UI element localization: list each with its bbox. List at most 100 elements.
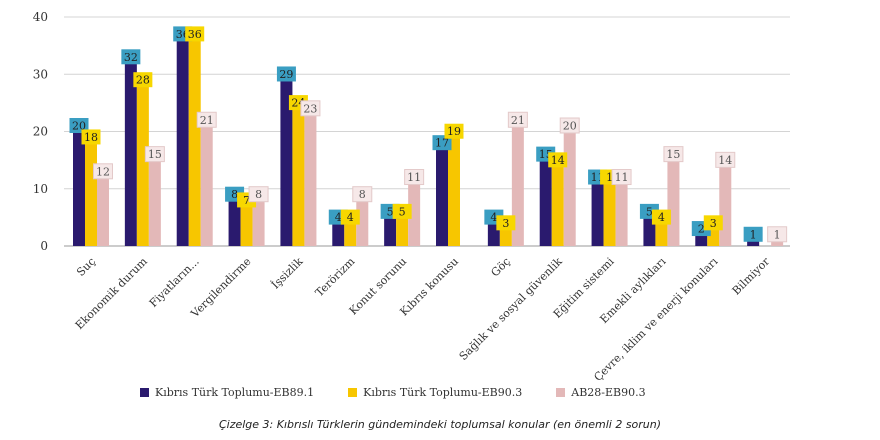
data-label-box	[392, 203, 412, 219]
data-label: 2	[698, 223, 705, 236]
data-label: 20	[72, 120, 86, 133]
data-label: 5	[399, 205, 406, 218]
bar	[436, 148, 448, 246]
data-label: 17	[435, 137, 449, 150]
data-label: 32	[124, 51, 138, 64]
category-label: Bilmiyor	[730, 254, 773, 297]
data-label-box	[767, 226, 788, 243]
data-label-box	[404, 169, 425, 186]
data-label: 14	[718, 154, 732, 167]
bar	[240, 205, 253, 246]
data-label: 8	[359, 188, 366, 201]
data-label-box	[81, 129, 101, 145]
data-label: 15	[148, 148, 162, 161]
data-label: 4	[335, 211, 342, 224]
bar	[408, 183, 421, 246]
data-label: 19	[447, 125, 461, 138]
bar	[148, 160, 161, 246]
data-label: 1	[774, 228, 781, 241]
data-label-box	[93, 163, 113, 180]
legend-label-ab28: AB28-EB90.3	[571, 386, 646, 399]
bar	[73, 131, 85, 246]
bar	[771, 240, 784, 246]
bar	[615, 183, 628, 246]
bar	[344, 223, 357, 246]
data-label: 3	[502, 217, 509, 230]
data-label: 4	[490, 211, 497, 224]
legend-item-ab28: AB28-EB90.3	[556, 386, 646, 399]
bar	[188, 39, 201, 247]
y-tick-label: 10	[33, 182, 48, 196]
bar	[396, 217, 409, 246]
data-label: 14	[551, 154, 565, 167]
data-label: 29	[279, 68, 293, 81]
legend-swatch-eb90	[348, 388, 358, 397]
legend-swatch-eb89	[140, 388, 149, 397]
y-tick-label: 20	[33, 125, 48, 139]
bar	[551, 165, 564, 246]
category-label: Göç	[488, 255, 512, 279]
bar	[747, 240, 760, 246]
bar	[591, 183, 604, 246]
category-label: İşsizlik	[268, 254, 305, 291]
data-label: 5	[646, 205, 653, 218]
data-label: 11	[615, 171, 629, 184]
bar	[719, 165, 732, 246]
data-label-box	[69, 118, 89, 133]
bar	[499, 228, 512, 246]
bar	[304, 114, 317, 246]
bar	[85, 142, 97, 246]
data-label-box	[144, 146, 165, 163]
chart-legend: Kıbrıs Türk Toplumu-EB89.1 Kıbrıs Türk T…	[140, 386, 646, 399]
data-label-box	[432, 135, 452, 151]
data-label-box	[340, 209, 360, 225]
data-label-box	[121, 49, 141, 65]
bar	[228, 200, 241, 246]
data-label-box	[352, 186, 373, 203]
data-label: 36	[188, 28, 202, 41]
legend-label-eb90: Kıbrıs Türk Toplumu-EB90.3	[363, 386, 523, 399]
data-label: 15	[666, 148, 680, 161]
y-tick-label: 40	[33, 10, 48, 24]
data-label: 4	[658, 211, 665, 224]
data-label-box	[300, 100, 321, 117]
category-label: Fiyatların...	[147, 255, 202, 310]
data-label-box	[248, 186, 269, 203]
bar	[136, 85, 149, 246]
bar	[655, 223, 668, 246]
data-label-box	[703, 215, 723, 231]
data-label: 7	[243, 194, 250, 207]
category-label: Suç	[74, 255, 98, 279]
data-label: 11	[407, 171, 421, 184]
data-label: 8	[231, 188, 238, 201]
bar	[603, 183, 616, 246]
data-label-box	[548, 152, 568, 168]
data-label-box	[743, 226, 763, 242]
data-label-box	[663, 146, 684, 163]
bar	[384, 217, 397, 246]
bar	[448, 137, 460, 246]
bar	[332, 223, 345, 246]
bar	[176, 39, 189, 247]
data-label-box	[133, 72, 153, 88]
data-label: 23	[303, 102, 317, 115]
data-label-box	[496, 215, 516, 231]
category-label: Sağlık ve sosyal güvenlik	[457, 255, 565, 363]
data-label-box	[185, 26, 205, 42]
data-label: 1	[750, 228, 757, 241]
data-label: 3	[710, 217, 717, 230]
legend-item-eb89: Kıbrıs Türk Toplumu-EB89.1	[140, 386, 314, 399]
bar	[667, 160, 680, 246]
bar	[292, 108, 305, 246]
data-label: 12	[96, 165, 110, 178]
data-label: 21	[511, 114, 525, 127]
data-label: 20	[563, 120, 577, 133]
data-label-box	[444, 123, 464, 139]
legend-item-eb90: Kıbrıs Türk Toplumu-EB90.3	[348, 386, 522, 399]
data-label-box	[276, 66, 296, 82]
data-label: 1	[606, 171, 613, 184]
data-label: 8	[255, 188, 262, 201]
data-label-box	[507, 111, 528, 128]
data-label-box	[715, 151, 736, 168]
